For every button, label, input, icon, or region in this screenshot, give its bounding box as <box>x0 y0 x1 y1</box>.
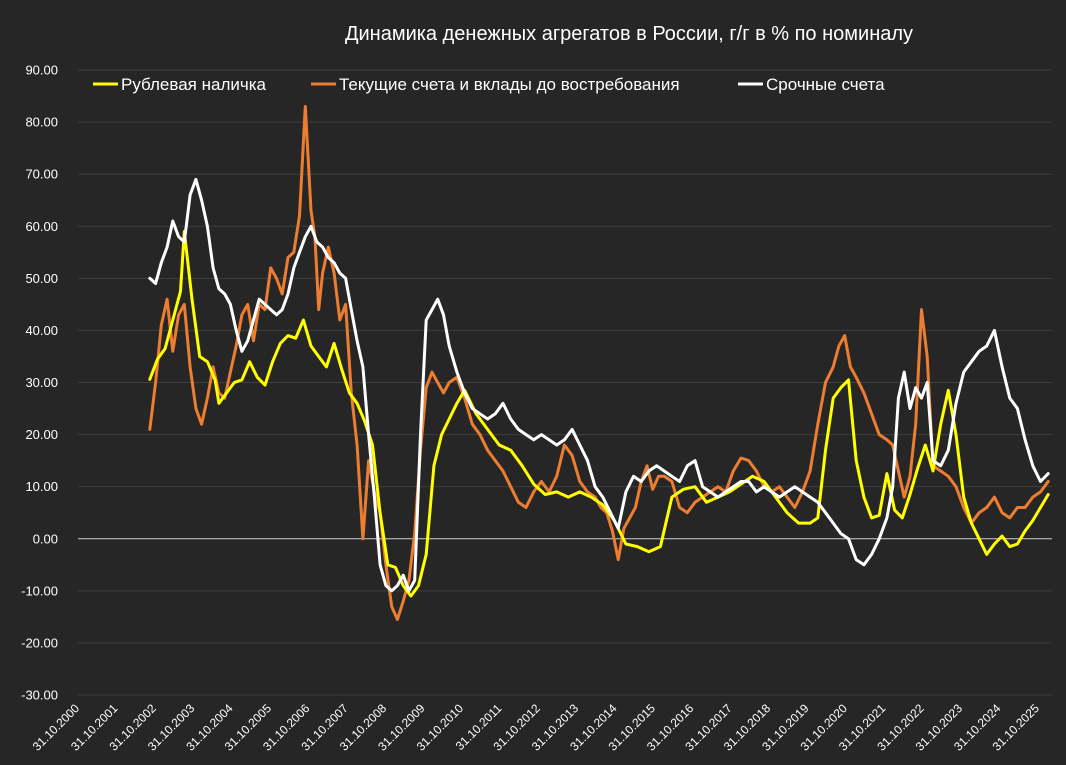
y-tick-label: 10.00 <box>25 479 58 494</box>
y-tick-label: 90.00 <box>25 63 58 78</box>
legend-label-2: Срочные счета <box>766 75 885 94</box>
y-tick-label: 40.00 <box>25 323 58 338</box>
y-tick-label: -10.00 <box>21 583 58 598</box>
y-axis-ticks: 90.00 80.00 70.00 60.00 50.00 40.00 30.00 20.00… <box>21 63 58 703</box>
legend: Рублевая наличка Текущие счета и вклады д… <box>93 75 885 94</box>
series-line-1 <box>148 105 1050 621</box>
chart-title: Динамика денежных агрегатов в России, г/… <box>345 23 913 45</box>
y-tick-label: 0.00 <box>33 531 58 546</box>
y-tick-label: 80.00 <box>25 115 58 130</box>
y-tick-label: -30.00 <box>21 688 58 703</box>
y-tick-label: 50.00 <box>25 271 58 286</box>
legend-label-1: Текущие счета и вклады до востребования <box>339 75 680 94</box>
series-lines <box>148 105 1050 621</box>
series-line-2 <box>148 177 1050 593</box>
y-tick-label: -20.00 <box>21 635 58 650</box>
legend-label-0: Рублевая наличка <box>121 75 267 94</box>
y-tick-label: 20.00 <box>25 427 58 442</box>
y-tick-label: 70.00 <box>25 167 58 182</box>
y-tick-label: 60.00 <box>25 219 58 234</box>
y-tick-label: 30.00 <box>25 375 58 390</box>
grid-lines <box>78 69 1052 696</box>
series-line-0 <box>148 230 1050 598</box>
